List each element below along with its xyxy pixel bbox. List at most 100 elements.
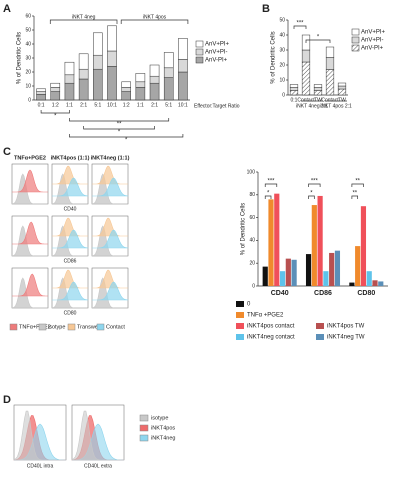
- bar-segment: [313, 87, 323, 91]
- sig-annotation: *: [317, 35, 320, 41]
- bar-segment: [337, 85, 347, 90]
- sig-annotation: ***: [311, 179, 319, 185]
- histogram-peak: [13, 410, 66, 461]
- legend-label: AnV+PI+: [361, 30, 386, 36]
- sig-annotation: **: [355, 179, 360, 185]
- bar-segment: [313, 84, 323, 88]
- x-tick-label: Contact: [297, 97, 315, 103]
- bar-segment: [36, 91, 46, 95]
- histogram-peak: [92, 281, 129, 301]
- histogram-peak: [12, 169, 48, 193]
- column-header: TNFα+PGE2: [14, 155, 46, 161]
- legend-swatch: [236, 312, 244, 318]
- histogram-peak: [92, 217, 128, 237]
- bar-segment: [135, 81, 146, 88]
- bar-segment: [64, 82, 75, 101]
- x-tick-label: 5:1: [94, 102, 101, 108]
- bar: [268, 199, 274, 286]
- sig-bracket: [308, 195, 315, 199]
- legend-swatch: [236, 301, 244, 307]
- x-tick-label: 10:1: [178, 102, 188, 108]
- y-tick-label: 0: [252, 283, 255, 289]
- histogram-peak: [11, 225, 48, 257]
- x-axis-label: Effector:Target Ratio: [194, 103, 240, 109]
- legend-label: TNFα +PGE2: [247, 313, 284, 319]
- y-tick-label: 0: [282, 92, 285, 98]
- x-tick-label: CD80: [357, 290, 375, 297]
- x-tick-label: 0:1: [38, 102, 45, 108]
- bar-segment: [78, 78, 89, 101]
- sig-bracket: [69, 134, 184, 138]
- sig-bracket: [83, 126, 155, 130]
- y-tick-label: 60: [25, 13, 31, 19]
- bar-segment: [135, 73, 146, 83]
- legend-swatch: [195, 48, 204, 56]
- y-tick-label: 30: [279, 47, 285, 53]
- bar-segment: [178, 59, 188, 73]
- x-tick-label: TW: [338, 97, 346, 103]
- y-tick-label: 60: [249, 215, 255, 221]
- group-bracket: [120, 19, 189, 24]
- legend-label: AnV+PI-: [361, 38, 384, 44]
- legend-label: isotype: [151, 415, 168, 421]
- legend-swatch: [139, 424, 149, 432]
- group-label: iNKT 4neg: [72, 14, 96, 20]
- y-tick-label: 50: [279, 17, 285, 23]
- histogram-peak: [52, 281, 89, 301]
- sig-bracket: [69, 118, 170, 122]
- column-header: iNKT4neg (1:1): [91, 155, 130, 161]
- bar-segment: [163, 52, 174, 69]
- legend-swatch: [96, 323, 105, 331]
- bar-segment: [337, 82, 347, 87]
- sig-annotation: **: [352, 191, 357, 197]
- bar-segment: [163, 77, 174, 101]
- legend-label: AnV-PI+: [361, 46, 384, 52]
- bar-segment: [93, 54, 103, 70]
- bar: [291, 259, 297, 286]
- x-tick-label: 1:2: [123, 102, 130, 108]
- sig-annotation: *: [125, 138, 128, 144]
- x-tick-label: Contact: [321, 97, 339, 103]
- bar-segment: [64, 61, 75, 76]
- bar-segment: [107, 50, 117, 67]
- bar-segment: [301, 61, 311, 96]
- legend-label: isotype: [48, 324, 65, 330]
- x-tick-label: CD86: [314, 290, 332, 297]
- histogram-peak: [52, 217, 88, 237]
- histogram-peak: [11, 173, 48, 205]
- bar: [323, 271, 329, 286]
- sig-bracket: [308, 183, 321, 187]
- histogram-peak: [52, 229, 89, 249]
- bar-segment: [149, 64, 160, 77]
- group-label: iNKT 4pos: [143, 14, 167, 20]
- sig-annotation: ***: [296, 21, 304, 27]
- bar: [366, 271, 372, 286]
- bar: [274, 193, 280, 286]
- legend-label: iNKT4pos: [151, 425, 175, 431]
- legend-swatch: [139, 414, 149, 422]
- row-label: CD40: [64, 206, 77, 212]
- bar-segment: [313, 90, 323, 96]
- legend-swatch: [351, 36, 360, 44]
- legend-label: iNKT4neg TW: [327, 335, 365, 341]
- bar: [285, 258, 291, 286]
- x-tick-label: 2:1: [80, 102, 87, 108]
- bar-segment: [64, 74, 75, 84]
- histogram-peak: [52, 177, 89, 197]
- bar-segment: [149, 75, 160, 84]
- legend-swatch: [67, 323, 76, 331]
- histogram-peak: [11, 277, 48, 309]
- x-tick-label: 10:1: [107, 102, 117, 108]
- legend-label: Contact: [106, 324, 125, 330]
- y-tick-label: 30: [25, 55, 31, 61]
- legend-label: iNKT4neg contact: [247, 335, 295, 341]
- sig-annotation: *: [54, 114, 57, 120]
- sig-bracket: [40, 110, 70, 114]
- legend-swatch: [9, 323, 18, 331]
- legend-swatch: [236, 323, 244, 329]
- legend-swatch: [316, 334, 324, 340]
- bar-segment: [107, 66, 117, 101]
- sig-annotation: **: [117, 122, 122, 128]
- y-tick-label: 10: [279, 77, 285, 83]
